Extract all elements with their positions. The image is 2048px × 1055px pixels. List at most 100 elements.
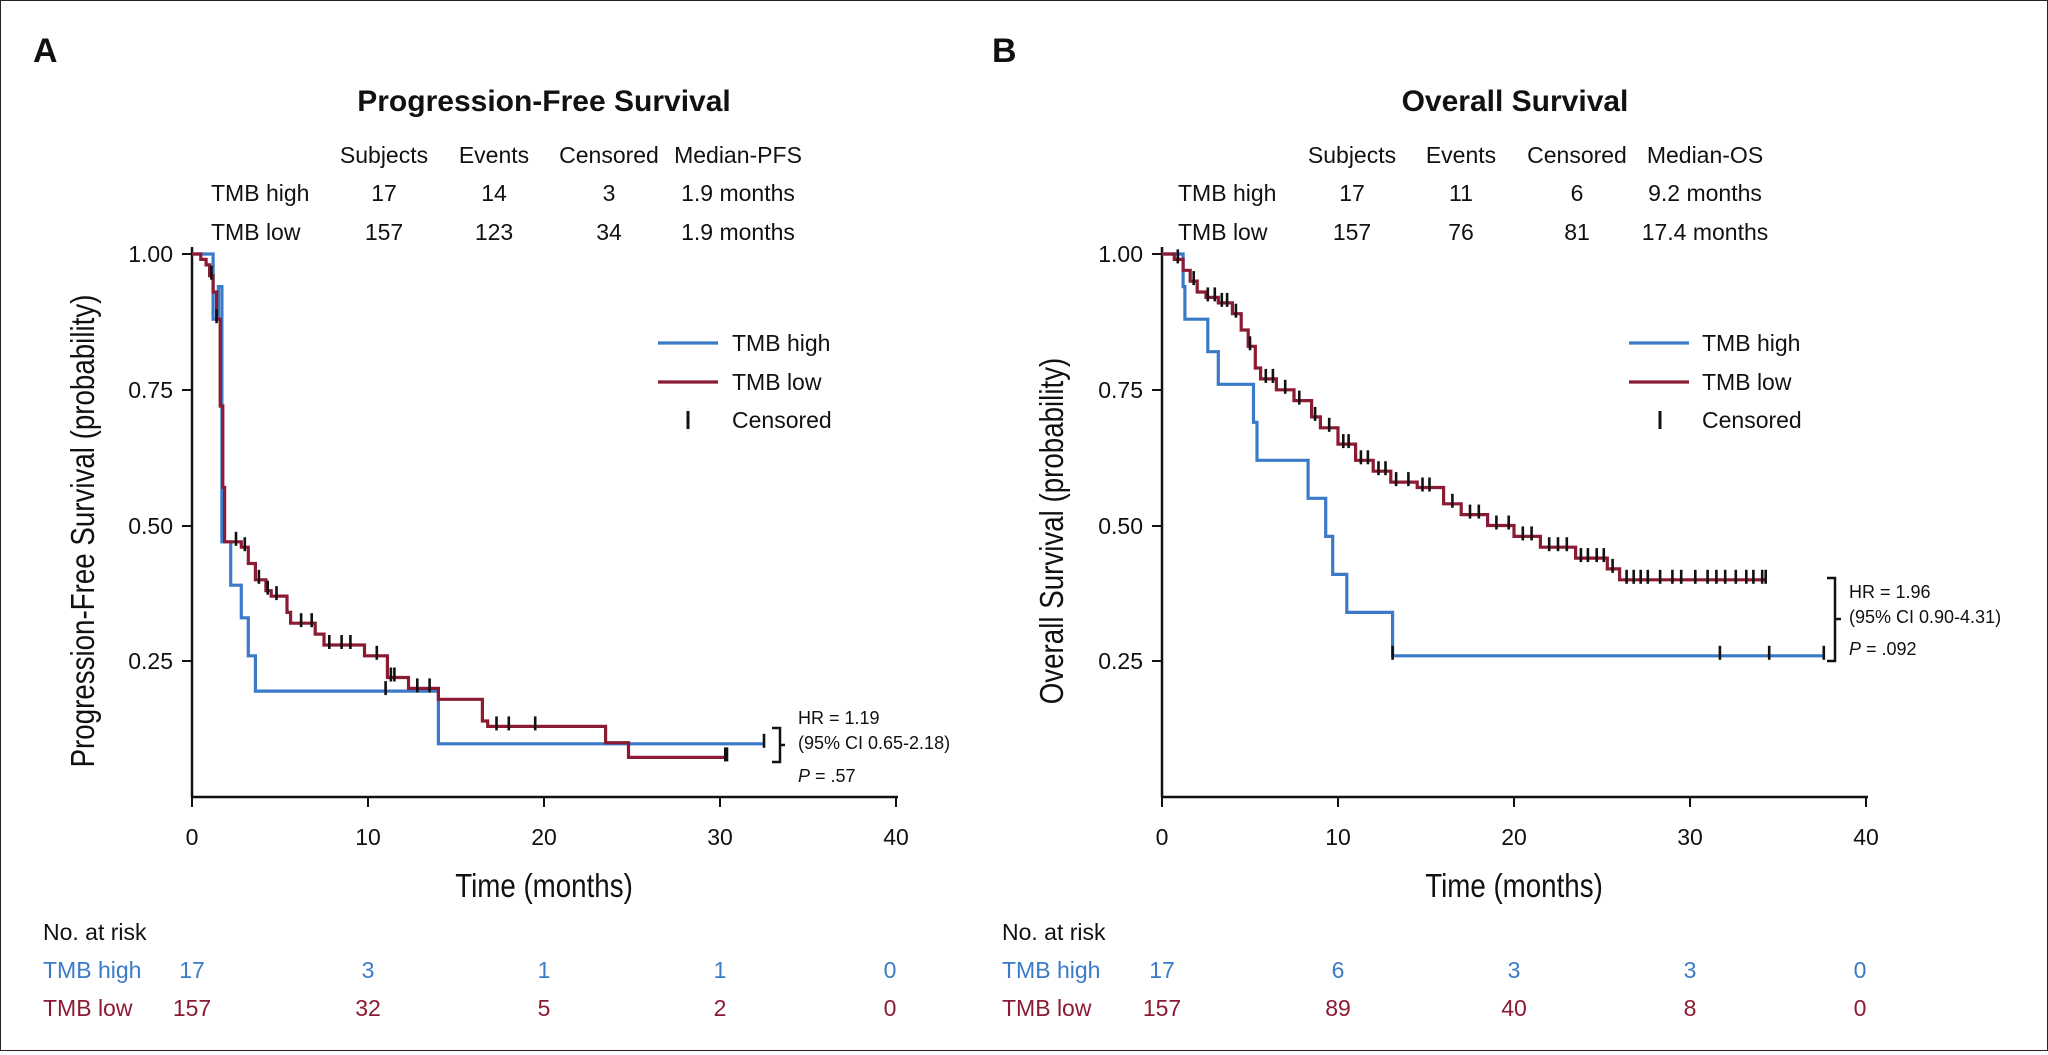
- at-risk-value: 2: [714, 995, 727, 1021]
- table-group-label: TMB low: [1178, 219, 1268, 245]
- y-ticks: 1.00 0.75 0.50 0.25: [128, 241, 192, 674]
- x-axis-label: Time (months): [1425, 868, 1603, 905]
- hr-bracket: [772, 726, 785, 764]
- at-risk-value: 3: [362, 957, 375, 983]
- p-label: P: [1849, 639, 1861, 659]
- table-cell: 1.9 months: [681, 180, 795, 206]
- at-risk-value: 5: [538, 995, 551, 1021]
- y-tick-label: 0.50: [1098, 513, 1143, 539]
- at-risk-value: 157: [1143, 995, 1181, 1021]
- tmb-low-survival-line: [192, 252, 727, 759]
- table-cell: 157: [1333, 219, 1371, 245]
- table-header: Median-OS: [1647, 142, 1763, 168]
- curves: [1162, 249, 1826, 660]
- chart-title: Progression-Free Survival: [357, 85, 730, 118]
- at-risk-value: 17: [179, 957, 205, 983]
- table-cell: 76: [1448, 219, 1474, 245]
- p-value: = .57: [810, 766, 856, 786]
- at-risk-value: 1: [538, 957, 551, 983]
- at-risk-value: 17: [1149, 957, 1175, 983]
- table-group-label: TMB high: [211, 180, 309, 206]
- table-cell: 1.9 months: [681, 219, 795, 245]
- y-ticks: 1.00 0.75 0.50 0.25: [1098, 241, 1162, 674]
- x-tick-label: 30: [707, 824, 733, 850]
- table-cell: 17.4 months: [1642, 219, 1769, 245]
- at-risk-value: 40: [1501, 995, 1527, 1021]
- panel-a: A Progression-Free Survival Subjects Eve…: [33, 32, 950, 1021]
- table-cell: 3: [603, 180, 616, 206]
- table-cell: 17: [1339, 180, 1365, 206]
- curves: [192, 252, 766, 762]
- legend: TMB high TMB low Censored: [1629, 330, 1802, 433]
- legend-label-censored: Censored: [732, 407, 832, 433]
- at-risk-value: 8: [1684, 995, 1697, 1021]
- ci-text: (95% CI 0.65-2.18): [798, 733, 950, 753]
- x-axis-label: Time (months): [455, 868, 633, 905]
- chart-title: Overall Survival: [1402, 85, 1629, 118]
- at-risk-value: 157: [173, 995, 211, 1021]
- at-risk-group-label: TMB high: [43, 957, 141, 983]
- at-risk-value: 3: [1508, 957, 1521, 983]
- at-risk-value: 0: [884, 995, 897, 1021]
- table-cell: 34: [596, 219, 622, 245]
- at-risk-group-label: TMB low: [1002, 995, 1092, 1021]
- x-tick-label: 0: [186, 824, 199, 850]
- hr-text: HR = 1.19: [798, 708, 880, 728]
- at-risk-value: 0: [884, 957, 897, 983]
- x-ticks: 0 10 20 30 40: [1156, 797, 1879, 850]
- x-tick-label: 20: [531, 824, 557, 850]
- at-risk-group-label: TMB low: [43, 995, 133, 1021]
- y-tick-label: 0.75: [128, 377, 173, 403]
- at-risk-value: 1: [714, 957, 727, 983]
- legend-label-high: TMB high: [1702, 330, 1800, 356]
- y-tick-label: 0.50: [128, 513, 173, 539]
- y-tick-label: 1.00: [128, 241, 173, 267]
- panel-label: A: [33, 32, 58, 70]
- panel-b: B Overall Survival Subjects Events Censo…: [992, 32, 2001, 1021]
- x-tick-label: 40: [883, 824, 909, 850]
- censor-marks: [1176, 249, 1826, 660]
- table-cell: 11: [1449, 180, 1473, 206]
- table-cell: 14: [481, 180, 507, 206]
- at-risk-table: No. at risk TMB high 17 3 1 1 0 TMB low …: [43, 919, 896, 1021]
- table-header: Subjects: [1308, 142, 1396, 168]
- legend-label-low: TMB low: [1702, 369, 1792, 395]
- legend: TMB high TMB low Censored: [658, 330, 832, 433]
- y-axis-label: Overall Survival (probability): [1034, 358, 1071, 705]
- x-tick-label: 40: [1853, 824, 1879, 850]
- at-risk-title: No. at risk: [43, 919, 147, 945]
- p-value: = .092: [1861, 639, 1917, 659]
- at-risk-value: 0: [1854, 957, 1867, 983]
- hr-text: HR = 1.96: [1849, 582, 1931, 602]
- panel-label: B: [992, 32, 1017, 70]
- x-ticks: 0 10 20 30 40: [186, 797, 909, 850]
- y-axis-label: Progression-Free Survival (probability): [65, 295, 102, 768]
- legend-label-censored: Censored: [1702, 407, 1802, 433]
- tmb-high-survival-line: [192, 252, 764, 746]
- y-tick-label: 0.75: [1098, 377, 1143, 403]
- table-header: Events: [459, 142, 529, 168]
- table-cell: 81: [1564, 219, 1590, 245]
- at-risk-group-label: TMB high: [1002, 957, 1100, 983]
- censor-marks: [210, 265, 766, 762]
- table-cell: 157: [365, 219, 403, 245]
- y-tick-label: 1.00: [1098, 241, 1143, 267]
- at-risk-value: 0: [1854, 995, 1867, 1021]
- table-header: Events: [1426, 142, 1496, 168]
- x-tick-label: 20: [1501, 824, 1527, 850]
- table-cell: 123: [475, 219, 513, 245]
- y-tick-label: 0.25: [1098, 648, 1143, 674]
- legend-label-low: TMB low: [732, 369, 822, 395]
- table-header: Censored: [1527, 142, 1627, 168]
- p-value-text: P = .092: [1849, 639, 1917, 659]
- table-cell: 17: [371, 180, 397, 206]
- at-risk-value: 6: [1332, 957, 1345, 983]
- table-header: Median-PFS: [674, 142, 802, 168]
- at-risk-table: No. at risk TMB high 17 6 3 3 0 TMB low …: [1002, 919, 1866, 1021]
- x-tick-label: 30: [1677, 824, 1703, 850]
- x-tick-label: 10: [355, 824, 381, 850]
- p-value-text: P = .57: [798, 766, 856, 786]
- x-tick-label: 10: [1325, 824, 1351, 850]
